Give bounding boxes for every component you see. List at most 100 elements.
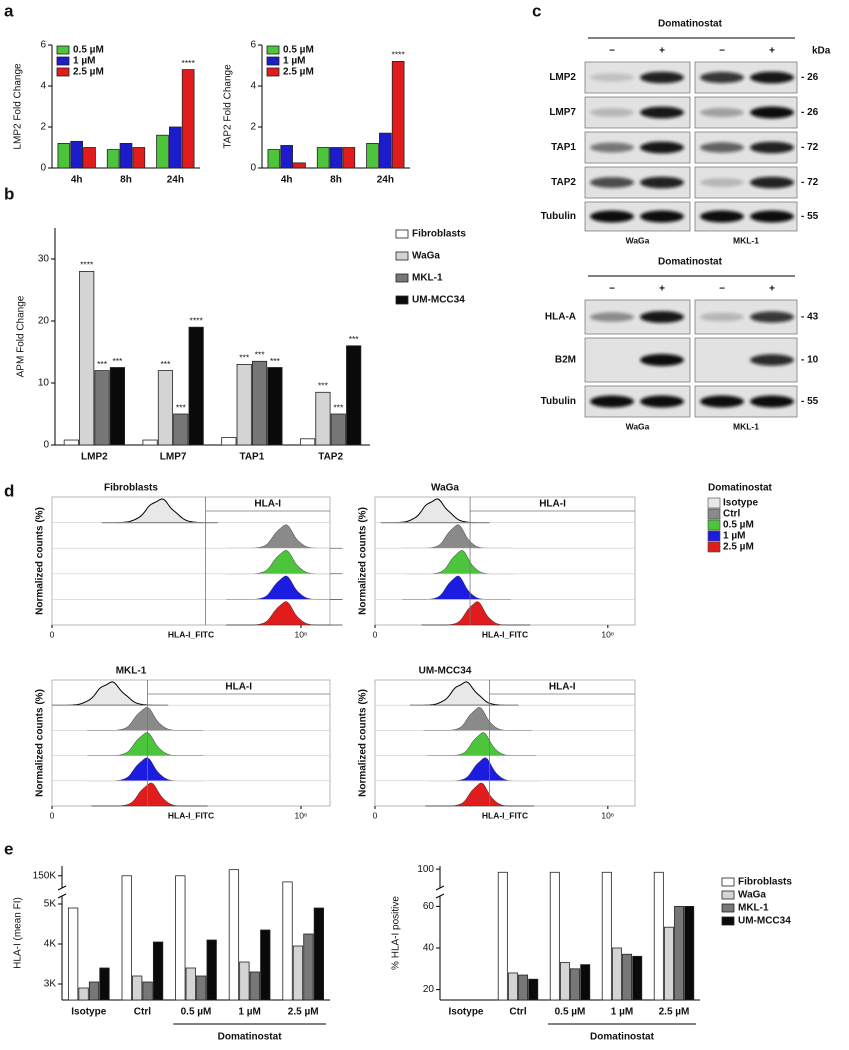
value-label: **** [80,260,94,270]
blot-band [640,106,684,119]
blot-band [700,178,744,187]
x-tick-label: 8h [330,175,342,186]
blot-kda: - 72 [801,177,819,188]
blot-title: Domatinostat [658,19,723,30]
value-label: **** [182,58,196,68]
bar [292,945,304,1001]
x-tick-label: Isotype [71,1007,106,1018]
histogram [226,550,343,575]
blot-band [590,312,634,322]
bar [251,360,268,446]
value-label: *** [255,350,266,360]
y-tick-label: 20 [423,984,435,995]
histogram [423,707,533,731]
histogram [402,524,511,549]
y-tick-label: 100 [417,864,434,875]
bar [684,906,695,1001]
legend-label: Fibroblasts [412,229,466,240]
bar [152,941,164,1001]
value-label: *** [97,359,108,369]
blot-row-label: TAP1 [551,142,576,153]
legend-label: 1 µM [283,56,305,67]
bar [169,126,182,169]
blot-kda: - 26 [801,72,819,83]
gate-label: HLA-I [225,682,252,693]
blot-band [590,73,634,82]
bar [346,345,362,446]
legend-label: 2.5 µM [73,67,104,78]
axis-break [435,885,445,891]
bar [300,438,316,446]
histogram [226,524,343,549]
flow-title: Fibroblasts [104,483,158,494]
value-label: *** [318,381,329,391]
value-label: *** [160,359,171,369]
legend-swatch [56,45,70,55]
bar [282,881,293,1001]
histogram [226,575,343,600]
bar [175,875,186,1001]
x-tick-label: 0 [373,629,378,639]
bar [132,975,143,1001]
treatment-sign: − [719,284,725,295]
x-tick-label: TAP1 [239,452,264,463]
treatment-sign: − [609,46,615,57]
blot-band [750,71,794,84]
bar [507,972,518,1001]
legend-label: 0.5 µM [283,45,314,56]
legend-label: 2.5 µM [283,67,314,78]
legend-swatch [721,877,735,887]
blot-band [590,395,634,408]
value-label: **** [392,50,406,60]
bar [518,974,529,1001]
bar [315,391,331,446]
bar [329,147,343,169]
bar [293,162,306,169]
blot-kda: - 43 [801,312,819,323]
bar [94,370,110,446]
y-axis-label: TAP2 Fold Change [223,64,234,149]
bar [67,907,79,1001]
x-tick-label: 24h [167,175,184,186]
y-tick-label: 60 [423,901,435,912]
bar [106,149,120,169]
panel-letter: e [4,839,13,858]
histogram [425,782,535,807]
legend-label: MKL-1 [412,273,443,284]
blot-band [640,354,684,366]
y-axis-label: APM Fold Change [16,295,27,377]
treatment-sign: + [769,46,775,57]
value-label: **** [190,315,204,325]
blot-band [750,106,794,119]
legend-label: WaGa [412,251,440,262]
bar [559,962,570,1001]
axis-break [57,893,67,899]
blot-band [750,354,794,366]
flow-title: MKL-1 [116,666,147,677]
y-tick-label: 2 [250,122,256,133]
x-tick-label: 0 [373,810,378,820]
legend-swatch [721,903,735,913]
legend-swatch [56,56,70,66]
y-tick-label: 4 [40,81,46,92]
bar [632,955,643,1001]
legend-label: 1 µM [723,531,745,542]
histogram [402,575,511,600]
bar [239,961,250,1001]
blot-band [640,141,684,154]
histogram [429,757,538,782]
bar [497,871,508,1001]
blot-band [700,107,744,118]
blot-kda: - 72 [801,142,819,153]
bar [132,147,146,169]
y-tick-label: 150K [33,870,57,881]
x-tick-label: 0 [50,629,55,639]
bar [280,145,293,169]
bar [99,967,110,1001]
treatment-sign: + [769,284,775,295]
y-axis-label: Normalized counts (%) [358,507,369,615]
y-tick-label: 4K [44,939,57,950]
blot-title: Domatinostat [658,257,723,268]
value-label: *** [333,402,344,412]
